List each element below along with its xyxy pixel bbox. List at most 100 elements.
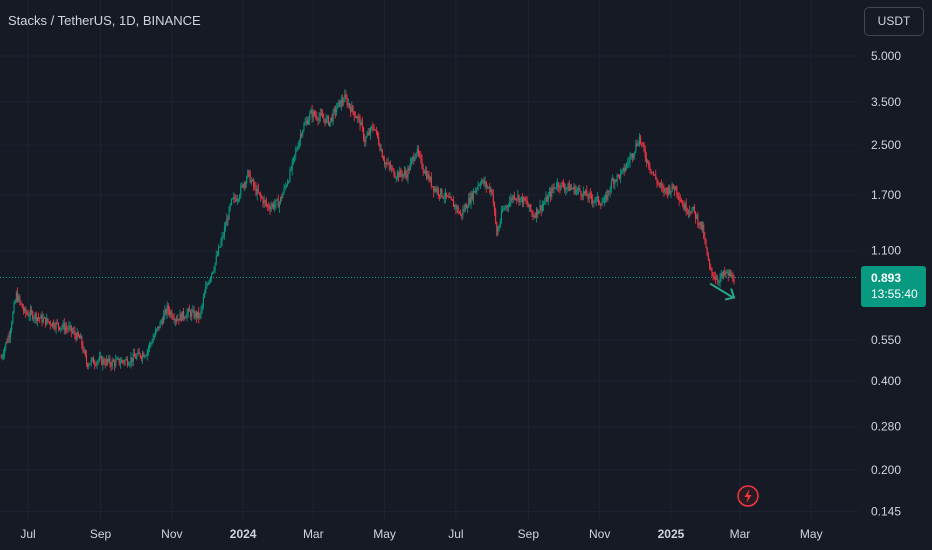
candle-body [104,363,106,365]
candle-body [410,159,413,163]
candle-body [525,200,527,202]
candle-body [685,203,687,212]
candle-body [305,120,307,123]
candle-body [658,183,660,185]
candle-body [394,176,396,178]
y-tick-label: 2.500 [871,138,901,152]
candle-body [496,222,498,236]
candle-body [172,317,174,319]
candle-body [663,188,665,193]
y-tick-label: 1.700 [871,188,901,202]
x-tick-label: Mar [303,527,324,541]
candle-body [472,191,474,200]
candle-body [382,157,384,161]
candle-body [402,173,404,177]
candle-body [216,254,218,256]
candle-body [48,321,50,323]
candle-body [326,116,328,118]
candle-body [422,167,424,172]
candle-body [118,358,120,364]
candle-body [29,309,31,316]
candle-body [251,179,254,181]
candle-body [699,221,701,225]
candle-body [346,97,348,106]
candle-body [581,195,583,197]
candle-body [31,309,33,313]
candle-body [263,200,265,204]
candle-body [438,194,441,196]
currency-button[interactable]: USDT [864,7,924,36]
candle-body [407,168,409,179]
candle-body [164,309,166,315]
grid-lines [0,0,858,520]
candle-body [168,310,171,315]
price-axis[interactable]: 5.000 3.500 2.500 1.700 1.100 0.550 0.400 0.280… [871,49,901,518]
candle-body [582,191,584,197]
candle-body [703,224,705,238]
candle-body [249,172,251,183]
lightning-bolt-icon[interactable] [737,485,759,507]
candle-body [673,188,676,191]
candle-body [253,179,255,187]
candle-body [698,224,700,226]
candle-body [707,255,709,261]
candle-body [18,296,20,302]
candle-body [429,177,431,181]
candle-body [191,311,193,317]
candle-body [403,171,406,174]
candle-body [133,353,135,357]
candle-body [544,202,546,204]
candle-body [725,272,727,275]
candle-body [583,191,586,194]
candle-body [296,149,298,151]
candle-body [615,179,617,182]
candle-body [386,162,388,164]
candle-body [710,267,712,269]
candle-body [166,305,168,314]
candle-body [440,188,442,196]
candle-body [329,121,331,126]
candle-body [679,199,681,201]
candle-body [288,181,290,183]
candle-body [12,312,14,324]
candle-body [724,271,726,275]
candle-body [198,311,200,318]
candle-body [645,157,647,163]
candle-body [282,193,284,199]
candle-body [6,342,8,344]
candle-body [270,206,272,210]
candle-body [25,308,27,313]
candle-body [720,273,722,278]
candle-body [372,127,374,130]
candle-body [122,360,124,362]
candle-body [630,154,632,158]
candle-body [92,357,95,364]
candle-body [158,326,160,329]
candle-body [550,191,552,197]
candle-body [693,206,695,212]
candle-body [644,150,646,158]
candle-body [306,120,308,125]
candle-body [85,355,88,364]
candle-body [325,117,327,124]
candle-body [689,210,691,213]
candle-body [345,94,347,98]
candle-body [276,199,278,201]
candle-body [683,204,685,210]
candle-body [185,317,187,319]
candle-body [461,213,463,216]
candle-body [124,360,126,363]
time-axis[interactable]: Jul Sep Nov 2024 Mar May Jul Sep Nov 2025 Mar May [20,527,822,541]
candle-body [486,186,488,188]
candle-body [428,174,430,181]
candle-body [63,323,65,331]
candle-body [279,197,282,203]
candle-body [606,195,608,200]
candle-body [578,188,580,190]
x-tick-label: Sep [90,527,112,541]
candle-body [67,328,69,330]
x-tick-label: Sep [518,527,540,541]
candle-body [611,179,614,181]
candle-body [7,335,9,343]
